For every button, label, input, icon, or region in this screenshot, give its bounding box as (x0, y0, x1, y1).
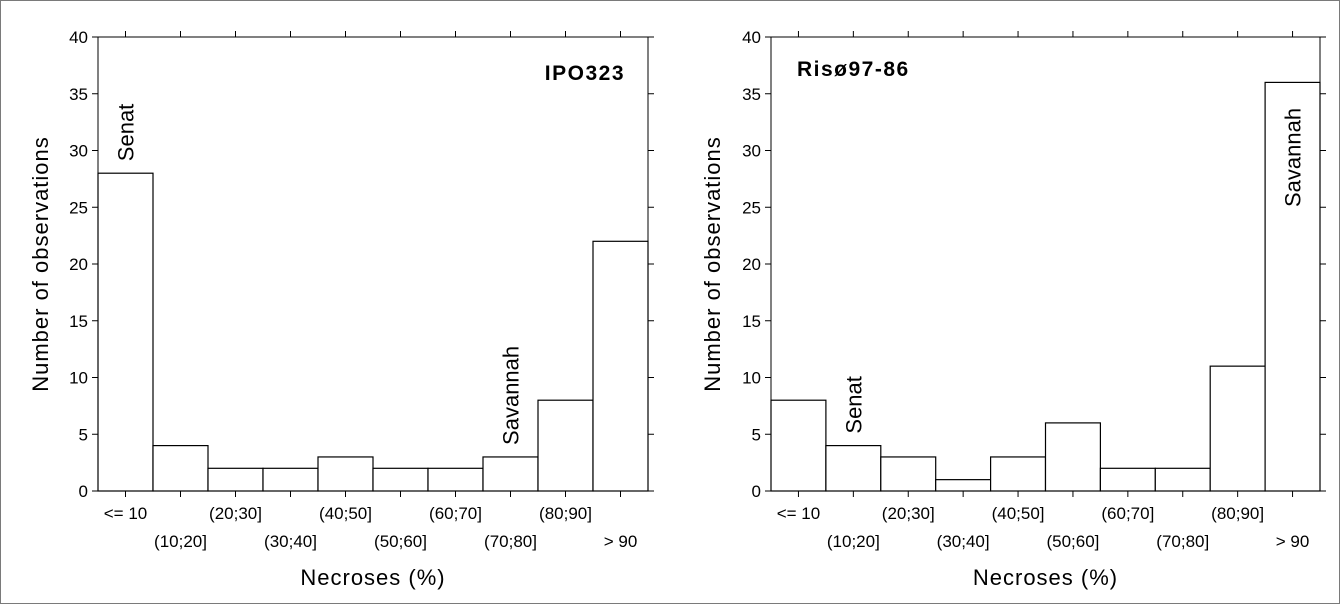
x-tick-label: (50;60] (374, 532, 427, 551)
y-tick-label: 40 (69, 28, 88, 47)
panel-riso97-86: 0 5 10 15 20 25 30 35 40 <= 10 (10;20](20;30](30;4… (700, 28, 1326, 590)
bar-5 (372, 467, 429, 492)
y-tick-label: 20 (742, 255, 761, 274)
y-tick-label: 10 (69, 369, 88, 388)
annotation-savannah: Savannah (1281, 108, 1306, 207)
x-axis-title: Necroses (%) (973, 565, 1118, 590)
bar-9 (592, 240, 649, 492)
x-tick-label: (70;80] (1156, 532, 1209, 551)
y-tick-label: 10 (742, 369, 761, 388)
x-tick-label: (10;20] (827, 532, 880, 551)
x-tick-label: (30;40] (264, 532, 317, 551)
x-tick-label: <= 10 (777, 504, 821, 523)
y-tick-label: 15 (742, 312, 761, 331)
x-tick-label: (60;70] (429, 504, 482, 523)
y-axis-title: Number of observations (28, 136, 53, 392)
y-tick-label: 25 (742, 198, 761, 217)
bar-6 (427, 467, 484, 492)
bar-7 (482, 456, 539, 492)
x-tick-label: (30;40] (937, 532, 990, 551)
x-tick-label: > 90 (1276, 532, 1310, 551)
y-tick-label: 30 (69, 142, 88, 161)
x-tick-label: (60;70] (1101, 504, 1154, 523)
y-axis-title: Number of observations (700, 136, 725, 392)
x-tick-label: > 90 (604, 532, 638, 551)
x-tick-label: (80;90] (1211, 504, 1264, 523)
x-tick-label: <= 10 (104, 504, 148, 523)
x-tick-label: (40;50] (319, 504, 372, 523)
y-tick-label: 5 (79, 425, 88, 444)
x-axis-title: Necroses (%) (300, 565, 445, 590)
x-tick-label: (20;30] (209, 504, 262, 523)
y-tick-label: 20 (69, 255, 88, 274)
annotation-senat: Senat (841, 376, 866, 434)
bar-9 (1264, 81, 1321, 492)
bar-0 (97, 172, 154, 492)
y-tick-label: 5 (752, 425, 761, 444)
bar-4 (989, 456, 1047, 492)
y-tick-label: 35 (69, 85, 88, 104)
panel-title: IPO323 (545, 62, 625, 85)
x-tick-label: (10;20] (154, 532, 207, 551)
x-tick-label: (70;80] (484, 532, 537, 551)
y-tick-label: 15 (69, 312, 88, 331)
bar-5 (1044, 422, 1102, 492)
y-tick-label: 0 (79, 482, 88, 501)
annotation-savannah: Savannah (499, 346, 524, 445)
x-tick-label: (20;30] (882, 504, 935, 523)
y-tick-label: 35 (742, 85, 761, 104)
x-tick-label: (50;60] (1046, 532, 1099, 551)
bar-8 (537, 399, 594, 492)
bar-2 (207, 467, 264, 492)
bar-1 (825, 445, 882, 492)
x-tick-label: (40;50] (992, 504, 1045, 523)
bar-7 (1154, 467, 1211, 492)
y-tick-label: 40 (742, 28, 761, 47)
annotation-senat: Senat (114, 104, 139, 162)
bar-6 (1099, 467, 1156, 492)
bar-0 (770, 399, 827, 492)
y-tick-label: 0 (752, 482, 761, 501)
bar-3 (935, 479, 992, 492)
bar-2 (880, 456, 937, 492)
panel-ipo323: 0 5 10 15 20 25 30 35 40 <= 10 (10;20](20;30](30;4… (28, 28, 654, 590)
bar-4 (317, 456, 374, 492)
panel-title: Risø97-86 (797, 58, 910, 81)
x-tick-label: (80;90] (539, 504, 592, 523)
bar-8 (1209, 365, 1266, 492)
bar-3 (262, 467, 319, 492)
y-tick-label: 25 (69, 198, 88, 217)
y-tick-label: 30 (742, 142, 761, 161)
bar-1 (152, 445, 209, 492)
